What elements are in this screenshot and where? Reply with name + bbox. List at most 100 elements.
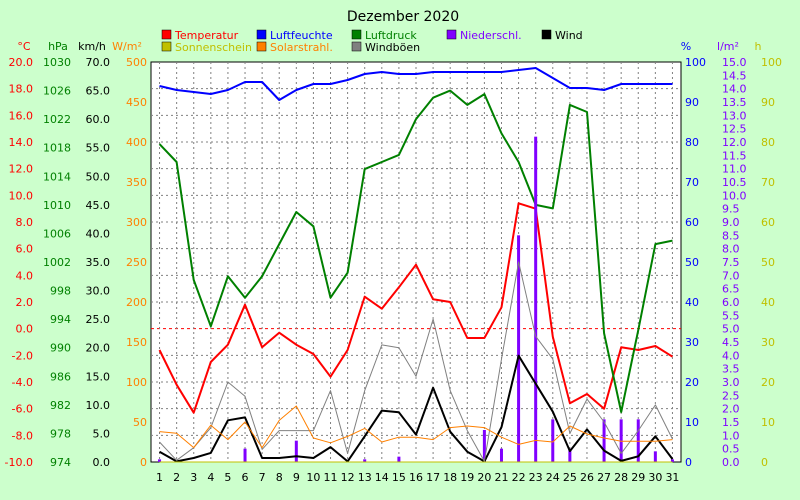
- h-tick-label: 70: [761, 176, 775, 189]
- hpa-tick-label: 1022: [43, 113, 71, 126]
- kmh-tick-label: 55.0: [86, 142, 111, 155]
- h-tick-label: 40: [761, 296, 775, 309]
- x-tick-label: 28: [614, 471, 628, 484]
- kmh-tick-label: 45.0: [86, 199, 111, 212]
- kmh-tick-label: 15.0: [86, 370, 111, 383]
- hpa-tick-label: 986: [50, 370, 71, 383]
- legend-swatch: [351, 41, 362, 52]
- niederschl-bar: [363, 459, 367, 462]
- kmh-tick-label: 65.0: [86, 85, 111, 98]
- x-tick-label: 3: [190, 471, 197, 484]
- lm2-tick-label: 10.0: [722, 189, 747, 202]
- kmh-tick-label: 35.0: [86, 256, 111, 269]
- legend-label: Wind: [555, 29, 583, 42]
- h-axis-label: h: [755, 40, 762, 53]
- niederschl-bar: [482, 430, 486, 462]
- temp-tick-label: 0.0: [16, 323, 34, 336]
- wm2-axis-label: W/m²: [112, 40, 142, 53]
- niederschl-bar: [568, 448, 572, 462]
- wind-line: [159, 354, 674, 463]
- legend-swatch: [161, 41, 172, 52]
- pct-tick-label: 40: [685, 296, 699, 309]
- x-tick-label: 22: [512, 471, 526, 484]
- niederschl-bar: [517, 235, 521, 462]
- temp-tick-label: 12.0: [9, 163, 34, 176]
- h-tick-label: 20: [761, 376, 775, 389]
- solarstrahl-line: [159, 405, 673, 449]
- legend-swatch: [256, 29, 267, 40]
- hpa-tick-label: 974: [50, 456, 71, 469]
- kmh-tick-label: 5.0: [93, 427, 111, 440]
- hpa-tick-label: 990: [50, 342, 71, 355]
- legend-swatch: [161, 29, 172, 40]
- x-tick-label: 2: [173, 471, 180, 484]
- lm2-tick-label: 12.0: [722, 136, 747, 149]
- x-tick-label: 14: [375, 471, 389, 484]
- x-tick-label: 5: [224, 471, 231, 484]
- lm2-tick-label: 3.5: [722, 363, 740, 376]
- luftfeuchte-line: [159, 67, 673, 101]
- lm2-tick-label: 13.0: [722, 109, 747, 122]
- kmh-tick-label: 60.0: [86, 113, 111, 126]
- x-tick-label: 19: [460, 471, 474, 484]
- wm2-tick-label: 0: [140, 456, 147, 469]
- h-tick-label: 10: [761, 416, 775, 429]
- lm2-tick-label: 7.5: [722, 256, 740, 269]
- x-tick-label: 17: [426, 471, 440, 484]
- legend: Temperatur Luftfeuchte Luftdruck Niederschl…: [161, 29, 583, 54]
- lm2-tick-label: 1.5: [722, 416, 740, 429]
- wm2-tick-label: 300: [126, 216, 147, 229]
- x-tick-label: 6: [242, 471, 249, 484]
- x-axis-ticks: 1 2 3 4 5 6 7 8 9 10 11 12 13 14 15 16 17 18 19 20 21 22 23 24 2…: [156, 471, 679, 484]
- axes: °C -10.0 -8.0 -6.0 -4.0 -2.0 0.0 2.0 4.0 6.0 8.0 10…: [5, 40, 782, 469]
- niederschl-bar: [670, 459, 674, 462]
- pct-tick-label: 100: [685, 56, 706, 69]
- wm2-tick-label: 350: [126, 176, 147, 189]
- temp-tick-label: 8.0: [16, 216, 34, 229]
- temp-tick-label: 20.0: [9, 56, 34, 69]
- wm2-tick-label: 250: [126, 256, 147, 269]
- lm2-tick-label: 4.0: [722, 349, 740, 362]
- x-tick-label: 8: [276, 471, 283, 484]
- legend-swatch: [351, 29, 362, 40]
- x-tick-label: 24: [546, 471, 560, 484]
- temp-tick-label: 14.0: [9, 136, 34, 149]
- x-tick-label: 25: [563, 471, 577, 484]
- temp-tick-label: 2.0: [16, 296, 34, 309]
- temperatur-line: [158, 202, 674, 414]
- temp-tick-label: 16.0: [9, 109, 34, 122]
- x-tick-label: 23: [529, 471, 543, 484]
- lm2-tick-label: 11.5: [722, 149, 747, 162]
- temp-tick-label: -2.0: [12, 349, 33, 362]
- x-tick-label: 18: [443, 471, 457, 484]
- lm2-tick-label: 6.5: [722, 283, 740, 296]
- niederschl-bar: [551, 419, 555, 462]
- temp-tick-label: -6.0: [12, 403, 33, 416]
- hpa-tick-label: 998: [50, 285, 71, 298]
- hpa-tick-label: 994: [50, 313, 71, 326]
- temp-tick-label: 4.0: [16, 269, 34, 282]
- lm2-tick-label: 10.5: [722, 176, 747, 189]
- lm2-tick-label: 6.0: [722, 296, 740, 309]
- pct-tick-label: 60: [685, 216, 699, 229]
- lm2-tick-label: 13.5: [722, 96, 747, 109]
- hpa-tick-label: 1002: [43, 256, 71, 269]
- lm2-tick-label: 5.5: [722, 309, 740, 322]
- lm2-tick-label: 2.0: [722, 403, 740, 416]
- temp-tick-label: -10.0: [5, 456, 33, 469]
- temp-tick-label: -8.0: [12, 429, 33, 442]
- legend-label: Temperatur: [174, 29, 239, 42]
- temp-tick-label: 10.0: [9, 189, 34, 202]
- hpa-axis-label: hPa: [48, 40, 68, 53]
- lm2-tick-label: 8.5: [722, 229, 740, 242]
- kmh-tick-label: 40.0: [86, 227, 111, 240]
- temp-tick-label: 6.0: [16, 243, 34, 256]
- x-tick-label: 10: [306, 471, 320, 484]
- legend-label: Niederschl.: [460, 29, 522, 42]
- h-tick-label: 90: [761, 96, 775, 109]
- wm2-tick-label: 50: [133, 416, 147, 429]
- wm2-tick-label: 200: [126, 296, 147, 309]
- hpa-tick-label: 1030: [43, 56, 71, 69]
- kmh-tick-label: 70.0: [86, 56, 111, 69]
- hpa-tick-label: 1018: [43, 142, 71, 155]
